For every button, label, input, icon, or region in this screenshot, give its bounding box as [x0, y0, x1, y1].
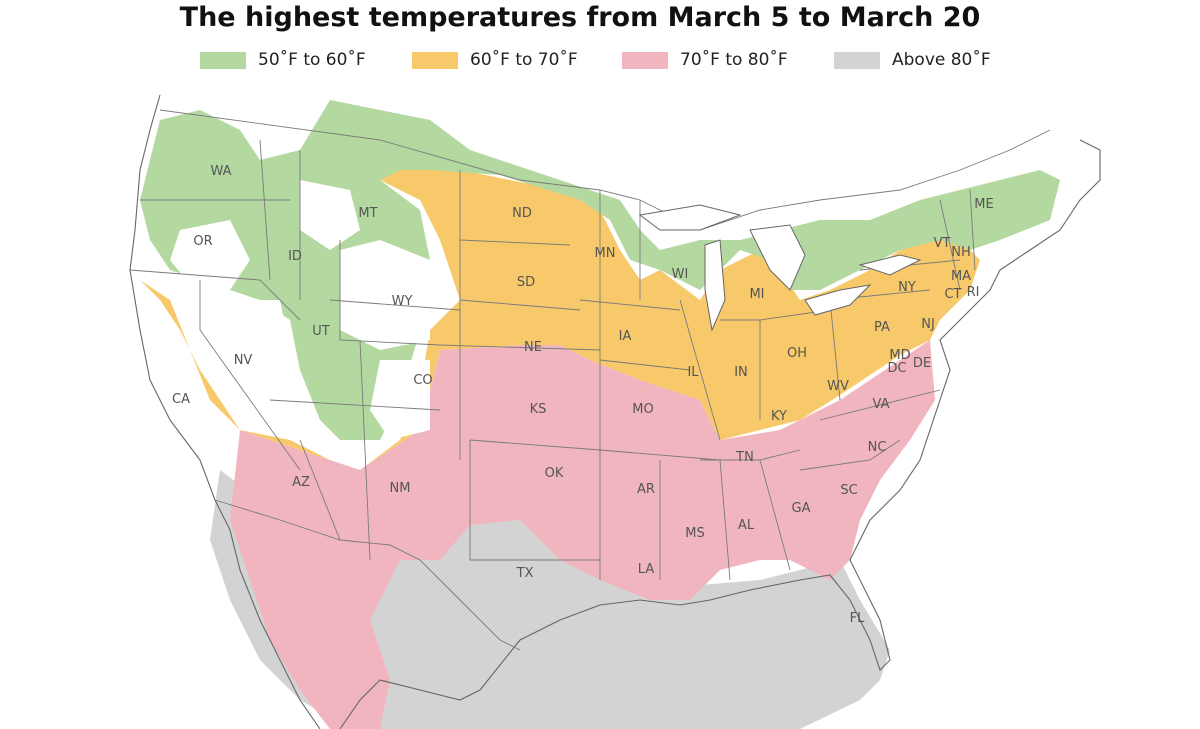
zone-60-70: [140, 160, 980, 470]
state-label-tx: TX: [516, 566, 534, 581]
state-label-al: AL: [738, 518, 755, 533]
state-label-in: IN: [734, 365, 748, 380]
state-label-mo: MO: [632, 402, 653, 417]
state-label-fl: FL: [850, 611, 865, 626]
legend-label-70-80: 70˚F to 80˚F: [680, 50, 788, 70]
state-label-nc: NC: [868, 440, 887, 455]
state-label-md: MD: [889, 348, 910, 363]
state-label-nh: NH: [951, 245, 971, 260]
legend-swatch-70-80: [622, 51, 668, 69]
state-label-nm: NM: [390, 481, 411, 496]
legend: 50˚F to 60˚F 60˚F to 70˚F 70˚F to 80˚F A…: [0, 48, 1200, 74]
legend-swatch-60-70: [412, 51, 458, 69]
state-label-ok: OK: [545, 466, 564, 481]
state-label-id: ID: [288, 249, 302, 264]
legend-label-60-70: 60˚F to 70˚F: [470, 50, 578, 70]
legend-item-70-80: 70˚F to 80˚F: [622, 48, 788, 72]
state-label-wa: WA: [210, 164, 231, 179]
state-label-ut: UT: [312, 324, 330, 339]
state-label-dc: DC: [887, 361, 906, 376]
state-label-az: AZ: [292, 475, 310, 490]
state-label-wi: WI: [672, 267, 689, 282]
state-label-sc: SC: [840, 483, 857, 498]
state-label-ct: CT: [944, 287, 961, 302]
state-label-oh: OH: [787, 346, 807, 361]
state-label-ms: MS: [685, 526, 704, 541]
state-label-ri: RI: [967, 285, 980, 300]
legend-item-60-70: 60˚F to 70˚F: [412, 48, 578, 72]
legend-label-above-80: Above 80˚F: [892, 50, 991, 70]
legend-swatch-50-60: [200, 51, 246, 69]
legend-item-50-60: 50˚F to 60˚F: [200, 48, 366, 72]
legend-label-50-60: 50˚F to 60˚F: [258, 50, 366, 70]
state-labels: WA OR CA ID NV MT WY UT AZ CO NM ND SD N…: [172, 164, 994, 626]
state-label-tn: TN: [735, 450, 754, 465]
state-label-mt: MT: [358, 206, 377, 221]
great-lakes: [638, 204, 922, 332]
us-canada-border: [159, 109, 1051, 231]
state-borders: [129, 139, 976, 581]
state-label-or: OR: [193, 234, 212, 249]
state-label-de: DE: [913, 356, 931, 371]
legend-swatch-above-80: [834, 51, 880, 69]
state-label-nj: NJ: [921, 317, 935, 332]
state-label-wv: WV: [827, 379, 849, 394]
temperature-map: WA OR CA ID NV MT WY UT AZ CO NM ND SD N…: [129, 94, 1101, 729]
state-label-ga: GA: [792, 501, 811, 516]
state-label-ar: AR: [637, 482, 655, 497]
state-label-la: LA: [638, 562, 655, 577]
state-label-ca: CA: [172, 392, 190, 407]
state-label-co: CO: [413, 373, 432, 388]
map-title: The highest temperatures from March 5 to…: [179, 2, 981, 33]
zone-50-60: [140, 100, 1060, 440]
state-label-ne: NE: [524, 340, 542, 355]
state-label-vt: VT: [934, 236, 951, 251]
us-mexico-border: [214, 499, 521, 651]
state-label-nv: NV: [234, 353, 253, 368]
state-label-mn: MN: [595, 246, 616, 261]
state-label-ny: NY: [898, 280, 916, 295]
state-label-il: IL: [687, 365, 699, 380]
state-label-ia: IA: [619, 329, 632, 344]
legend-item-above-80: Above 80˚F: [834, 48, 991, 72]
state-label-sd: SD: [517, 275, 535, 290]
state-label-wy: WY: [392, 294, 413, 309]
state-label-pa: PA: [874, 320, 890, 335]
state-label-mi: MI: [749, 287, 764, 302]
state-label-ks: KS: [530, 402, 547, 417]
zone-70-80: [230, 340, 935, 729]
state-label-ky: KY: [771, 409, 787, 424]
state-label-va: VA: [873, 397, 890, 412]
state-label-nd: ND: [512, 206, 532, 221]
coastline: [129, 94, 1101, 729]
state-label-ma: MA: [951, 269, 971, 284]
state-label-me: ME: [974, 197, 993, 212]
